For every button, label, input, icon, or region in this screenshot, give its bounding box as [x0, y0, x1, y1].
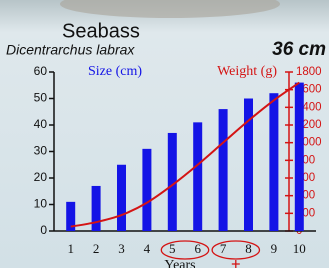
x-tick-label: 9 [271, 241, 278, 256]
chart: Seabass Dicentrarchus labrax 36 cm Years… [0, 0, 329, 268]
page: {"chart_data": {"type": "bar", "title": … [0, 0, 329, 268]
y-tick-label: 50 [34, 91, 48, 105]
y-tick-label: 0 [40, 223, 47, 237]
y-tick-label: 30 [34, 144, 48, 158]
bar [142, 149, 151, 231]
bar [219, 109, 228, 231]
bar [117, 165, 126, 231]
x-tick-label: 10 [293, 241, 306, 256]
bar [269, 93, 278, 231]
x-tick-label: 4 [144, 241, 151, 256]
y-tick-label: 10 [34, 197, 48, 211]
annotation: 36 cm [272, 39, 326, 60]
y-tick-label: 40 [34, 117, 48, 131]
y2-tick-label: 1800 [296, 66, 322, 78]
y-tick-label: 60 [34, 64, 48, 78]
x-tick-label: 2 [93, 241, 100, 256]
chart-title: Seabass [62, 20, 140, 42]
bar [92, 186, 101, 231]
y-tick-label: 20 [34, 170, 48, 184]
x-axis-label: Years [164, 258, 195, 268]
y-axis-label: Size (cm) [88, 64, 142, 79]
chart-subtitle: Dicentrarchus labrax [6, 42, 135, 58]
y2-axis-label: Weight (g) [217, 64, 277, 79]
bar [295, 83, 304, 231]
bar [193, 122, 202, 231]
x-tick-label: 1 [67, 241, 74, 256]
x-tick-label: 3 [118, 241, 125, 256]
